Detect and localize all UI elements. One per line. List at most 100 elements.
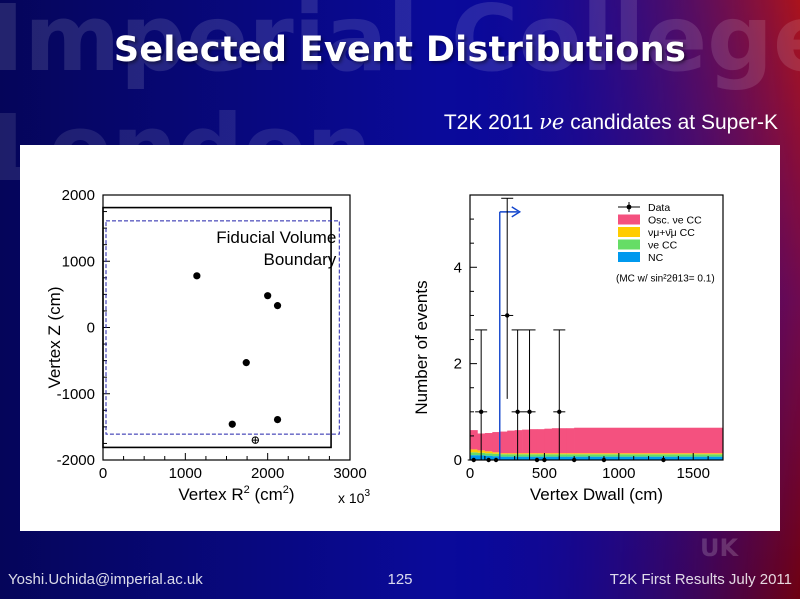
mc-bin-nc: [559, 456, 568, 460]
mc-bin-nc: [551, 456, 560, 460]
mc-bin-numu-cc: [559, 453, 568, 455]
footer-page-number: 125: [387, 571, 413, 588]
mc-bin-osc-nue-cc: [470, 430, 478, 450]
slide-title: Selected Event Distributions: [113, 30, 687, 70]
y-tick-label: -2000: [57, 452, 95, 469]
inner-detector-boundary: [102, 206, 332, 449]
y-tick-label: 0: [454, 452, 462, 469]
mc-bin-numu-cc: [484, 451, 493, 454]
data-point: [661, 457, 666, 463]
mc-bin-osc-nue-cc: [544, 428, 553, 454]
x-label-unit: (cm: [250, 485, 283, 504]
x-multiplier-base: x 10: [338, 490, 365, 506]
x-tick-label: 1000: [169, 465, 202, 482]
data-point: [493, 457, 499, 463]
mc-bin-nc: [522, 456, 530, 460]
event-vertex-point: [273, 302, 282, 310]
mc-bin-osc-nue-cc: [484, 433, 493, 452]
mc-bin-osc-nue-cc: [499, 431, 508, 454]
x-label-sup: 2: [244, 484, 250, 496]
mc-bin-osc-nue-cc: [514, 430, 523, 454]
legend-label: νμ+ν̄μ CC: [648, 227, 695, 239]
mc-bin-nc: [470, 455, 478, 460]
mc-stacked-histogram: [470, 427, 724, 460]
mc-bin-osc-nue-cc: [529, 429, 538, 454]
footer-email: Yoshi.Uchida@imperial.ac.uk: [8, 571, 203, 588]
fiducial-annotation-line-2: Boundary: [264, 250, 337, 269]
left-y-axis-label: Vertex Z (cm): [45, 286, 64, 388]
data-point: [571, 457, 577, 463]
dwall-cut-arrowhead: [511, 206, 522, 218]
data-point: [505, 313, 510, 318]
mc-bin-osc-nue-cc: [536, 429, 545, 454]
y-tick-label: -1000: [57, 386, 95, 403]
left-x-axis-label: Vertex R2 (cm2): [178, 484, 294, 504]
x-tick-label: 500: [532, 465, 557, 482]
subtitle-neutrino-symbol: νe: [539, 110, 565, 134]
event-vertex-point: [193, 272, 201, 280]
mc-bin-nue-cc: [544, 454, 553, 457]
mc-bin-numu-cc: [499, 453, 508, 455]
event-vertex-point: [242, 359, 250, 367]
mc-bin-osc-nue-cc: [507, 430, 515, 454]
y-tick-label: 2000: [62, 187, 95, 204]
legend-swatch-osc-nue-cc: [618, 214, 640, 225]
y-tick-label: 0: [87, 320, 95, 337]
y-tick-label: 2: [454, 356, 462, 373]
mc-bin-numu-cc: [470, 449, 478, 453]
data-point: [557, 409, 562, 415]
mc-bin-osc-nue-cc: [559, 428, 568, 454]
event-vertex-point: [264, 292, 272, 300]
mc-bin-numu-cc: [551, 453, 560, 455]
mc-bin-osc-nue-cc: [574, 427, 724, 454]
x-tick-label: 3000: [333, 465, 366, 482]
dwall-cut-arrow: [499, 206, 522, 460]
watermark-line-1: Imperial College: [0, 0, 800, 92]
mc-bin-nue-cc: [499, 454, 508, 457]
mc-bin-nue-cc: [514, 454, 523, 457]
data-point: [527, 409, 532, 415]
mc-bin-nc: [566, 456, 575, 460]
data-point: [515, 409, 520, 415]
right-x-axis-label: Vertex Dwall (cm): [530, 485, 663, 504]
legend-data-marker: [626, 204, 632, 210]
fiducial-volume-boundary: [105, 220, 340, 435]
mc-bin-numu-cc: [566, 453, 575, 455]
event-vertex-point: [228, 420, 236, 428]
legend-swatch-numu-cc: [618, 227, 640, 237]
data-point: [601, 457, 607, 463]
data-point: [486, 457, 491, 463]
slide-subtitle: T2K 2011 νe candidates at Super-K: [444, 110, 778, 135]
watermark-uk: UK: [700, 534, 739, 562]
mc-bin-osc-nue-cc: [566, 428, 575, 454]
right-x-tick-labels: 0 500 1000 1500: [466, 465, 710, 482]
mc-bin-nc: [544, 456, 553, 460]
right-y-axis-label: Number of events: [412, 280, 431, 414]
subtitle-suffix: candidates at Super-K: [564, 111, 778, 134]
mc-bin-nue-cc: [551, 454, 560, 457]
vertex-distribution-plot: Fiducial Volume Boundary 0 1000 2000 3000 2…: [45, 187, 370, 506]
legend-swatch-nc: [618, 252, 640, 262]
mc-bin-numu-cc: [536, 453, 545, 455]
mc-bin-osc-nue-cc: [522, 429, 530, 454]
mc-bin-nue-cc: [470, 452, 478, 456]
mc-bin-numu-cc: [574, 453, 724, 455]
mc-bin-osc-nue-cc: [492, 432, 501, 453]
left-y-tick-labels: 2000 1000 0 -1000 -2000: [57, 187, 95, 469]
mc-bin-nue-cc: [559, 454, 568, 457]
event-vertex-point: [273, 415, 282, 424]
right-plot-ticks: [469, 218, 724, 461]
figure-panel: Fiducial Volume Boundary 0 1000 2000 3000 2…: [20, 145, 780, 531]
x-tick-label: 0: [99, 465, 107, 482]
left-x-tick-labels: 0 1000 2000 3000: [99, 465, 367, 482]
mc-bin-nc: [514, 456, 523, 460]
data-points: [467, 197, 666, 463]
mc-bin-nc: [529, 456, 538, 460]
legend-swatch-nue-cc: [618, 239, 640, 250]
data-point: [534, 457, 540, 463]
x-tick-label: 1000: [602, 465, 635, 482]
legend-label: Osc. νe CC: [648, 215, 702, 227]
fiducial-annotation-line-1: Fiducial Volume: [216, 228, 336, 247]
legend-label: NC: [648, 252, 664, 264]
